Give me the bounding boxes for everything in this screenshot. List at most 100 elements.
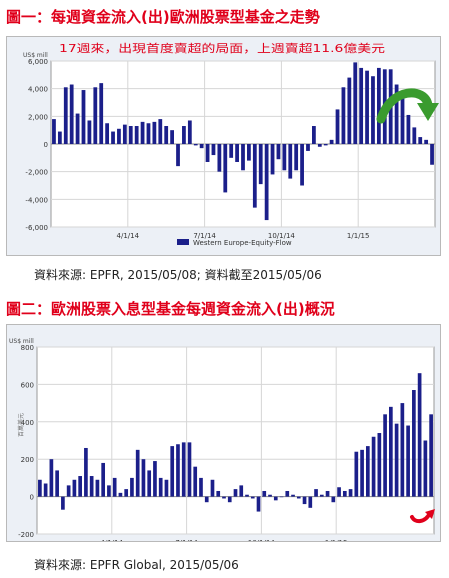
bar [61,496,65,510]
figure-1-title: 圖一：每週資金流入(出)歐洲股票型基金之走勢 [6,8,320,26]
plot-area [36,346,435,535]
bar [233,489,238,497]
bar [360,449,364,497]
bar [247,144,251,161]
bar [371,76,375,144]
y-tick-label: 6,000 [28,58,48,66]
legend-label: Western Europe-Equity-Flow [193,239,292,247]
bar [389,406,393,497]
y-tick-label: 200 [21,456,34,464]
x-tick-label: 10/1/14 [248,539,276,541]
bar [359,67,364,144]
bar [158,477,163,497]
bar [63,87,68,144]
bar [353,62,358,144]
bar [204,496,209,503]
bar [308,496,313,508]
bar [69,84,74,144]
bar [170,130,174,144]
bar [406,425,410,497]
bar [256,496,261,512]
bar [270,144,275,175]
figure-2-title: 圖二：歐洲股票入息型基金每週資金流入(出)概況 [6,300,335,318]
bar [93,87,98,144]
bar [75,113,80,144]
bar [262,490,267,497]
bar [38,479,42,497]
bar [43,483,48,497]
bar [347,77,352,144]
bar [229,144,234,158]
figure-2-source: 資料來源: EPFR Global, 2015/05/06 [34,558,239,572]
bar [258,144,263,185]
bar [354,451,359,497]
bar [81,90,86,144]
bar [140,121,145,144]
bar [99,83,104,144]
bar [377,433,382,497]
bar [312,126,316,144]
bar [302,496,307,505]
bar [365,446,370,497]
bar [199,477,203,497]
bar [95,479,100,497]
x-tick-label: 1/1/15 [325,539,348,541]
bar [146,123,151,144]
bar [49,459,54,497]
bar [130,477,134,497]
y-side-label: 百萬美元 [17,413,25,437]
bar [222,496,226,499]
bar [164,126,169,144]
bar [279,496,284,498]
bar [141,459,146,497]
bar [112,477,117,497]
bar [250,496,255,499]
bar [134,126,139,144]
bar [276,144,281,160]
bar [245,494,249,497]
bar [89,476,94,497]
bar [117,128,121,144]
chart-2: 800 600 400 200 0 -200 4/1/14 7/1/14 10/1/14 1/1/… [9,338,435,547]
bar [182,126,186,144]
bar [193,144,198,146]
y-tick-label: -4,000 [25,196,48,204]
bar [181,442,186,497]
bar [252,144,257,208]
bar [122,124,127,144]
bar [383,414,387,497]
bar [288,144,293,179]
bar [227,496,232,503]
green-arrow-shaft [376,88,433,124]
bar [152,121,157,144]
bar [205,144,210,162]
bar [273,496,278,501]
y-tick-label: 400 [21,419,34,427]
bar [423,440,428,497]
bar [296,496,301,499]
bar [153,461,157,497]
bar [66,485,71,497]
bar [107,485,111,497]
bar [268,494,272,497]
y-tick-label: -2,000 [25,169,48,177]
bar [294,144,299,171]
bar [319,494,324,497]
bar [147,470,152,497]
y-tick-label: 800 [21,344,34,352]
y-tick-label: 0 [30,494,34,502]
bar [285,490,290,497]
legend-swatch [177,239,189,245]
x-tick-label: 7/1/14 [193,232,216,240]
bar [78,476,82,497]
bar [400,91,405,144]
bar [430,144,434,165]
bar [429,414,433,497]
bar [84,447,88,497]
bar [335,109,340,144]
bar [124,489,129,497]
x-tick-label: 4/1/14 [117,232,140,240]
x-tick-label: 1/1/15 [347,232,370,240]
bar [176,144,180,167]
bar [291,494,295,497]
